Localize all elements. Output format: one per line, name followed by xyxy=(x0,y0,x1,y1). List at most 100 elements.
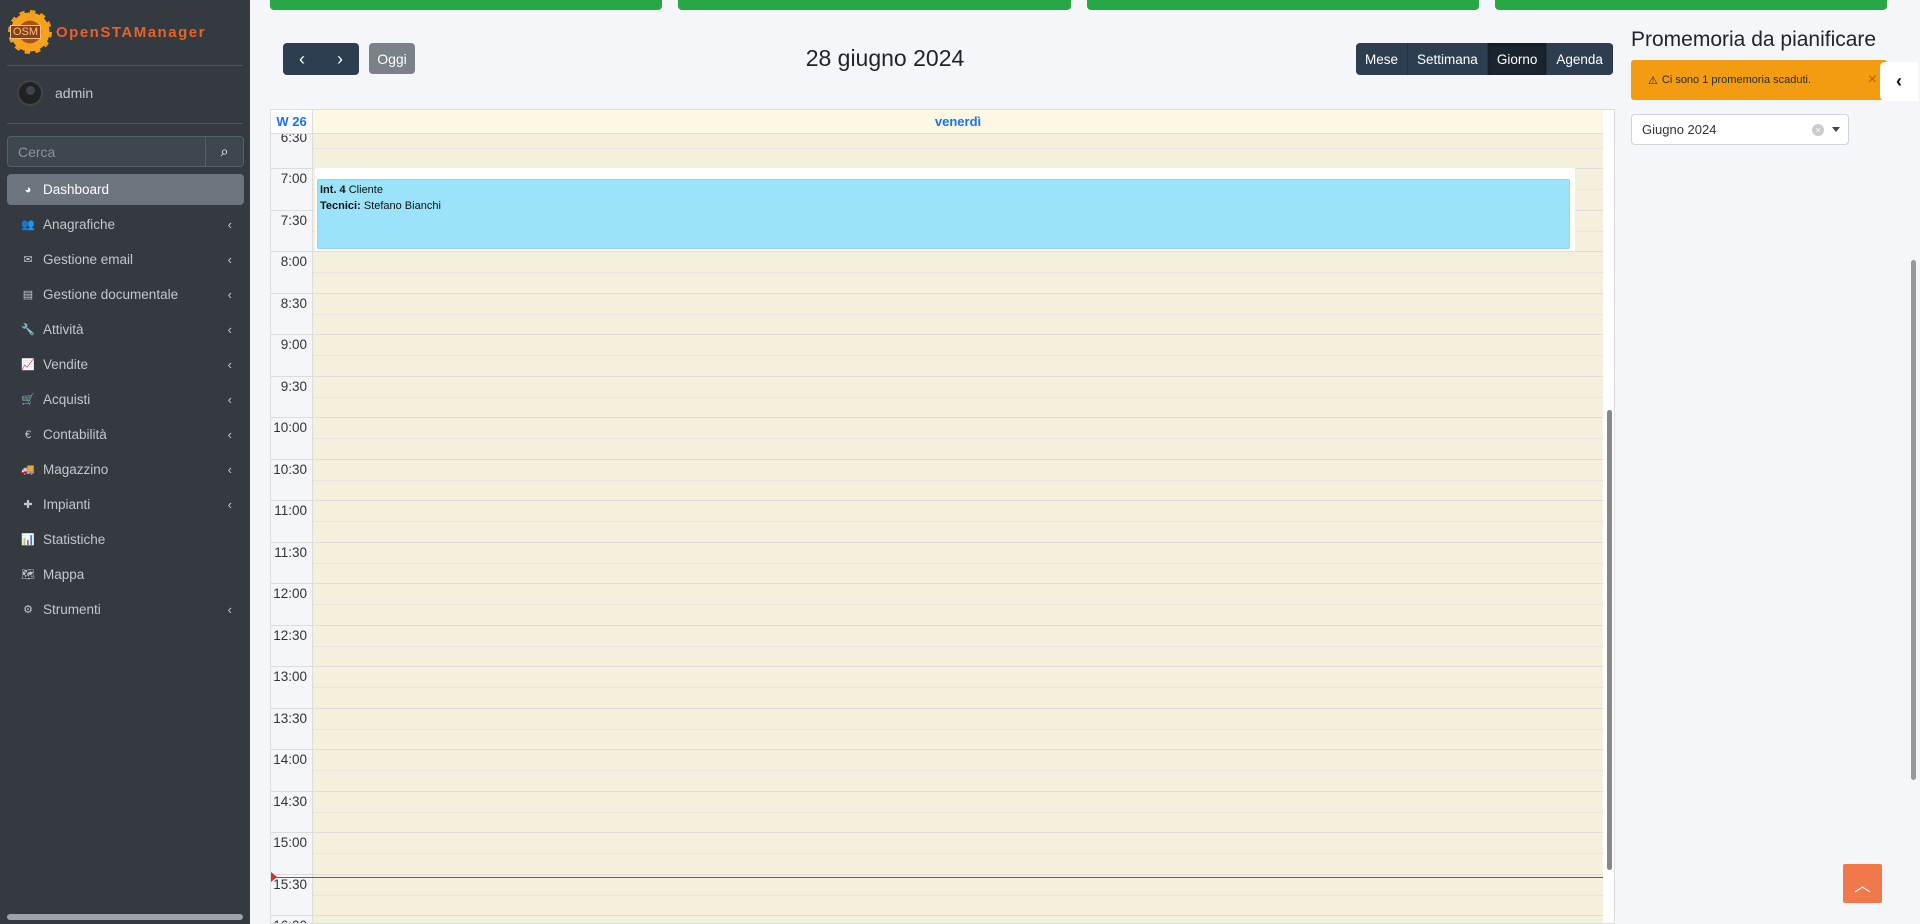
sidebar-item-statistiche[interactable]: 📊 Statistiche xyxy=(7,524,244,555)
month-select[interactable]: Giugno 2024 × xyxy=(1631,114,1849,145)
users-icon: 👥 xyxy=(21,219,35,231)
slot-area[interactable] xyxy=(313,667,1603,709)
time-slot[interactable]: 11:00 xyxy=(271,500,1603,543)
time-slot[interactable]: 8:30 xyxy=(271,292,1603,335)
sidebar-item-acquisti[interactable]: 🛒 Acquisti ‹ xyxy=(7,384,244,415)
slot-area[interactable] xyxy=(313,584,1603,626)
slot-area[interactable] xyxy=(313,501,1603,543)
time-slot[interactable]: 10:00 xyxy=(271,417,1603,460)
slot-area[interactable] xyxy=(313,791,1603,833)
time-slot[interactable]: 9:00 xyxy=(271,334,1603,377)
slot-area[interactable] xyxy=(313,459,1603,501)
slot-area[interactable] xyxy=(313,127,1603,169)
info-box[interactable] xyxy=(270,0,662,10)
puzzle-icon: ✚ xyxy=(23,499,33,511)
user-panel[interactable]: admin xyxy=(17,80,93,106)
time-slot[interactable]: 9:30 xyxy=(271,375,1603,418)
divider xyxy=(7,65,243,66)
time-slot[interactable]: 14:00 xyxy=(271,749,1603,792)
time-slot[interactable]: 15:00 xyxy=(271,832,1603,875)
search-button[interactable]: ⌕ xyxy=(205,137,243,166)
time-slot[interactable]: 15:30 xyxy=(271,873,1603,916)
view-week-button[interactable]: Settimana xyxy=(1408,43,1488,75)
close-icon[interactable]: × xyxy=(1867,71,1877,88)
prev-button[interactable]: ‹ xyxy=(299,48,305,69)
time-slot[interactable]: 14:30 xyxy=(271,790,1603,833)
sidebar-item-attivit-[interactable]: 🔧 Attività ‹ xyxy=(7,314,244,345)
view-day-button[interactable]: Giorno xyxy=(1487,43,1548,75)
sidebar-item-strumenti[interactable]: ⚙ Strumenti ‹ xyxy=(7,594,244,625)
quarter-line xyxy=(313,770,1603,771)
time-slot[interactable]: 11:30 xyxy=(271,541,1603,584)
sidebar-item-label: Contabilità xyxy=(43,427,107,442)
slot-area[interactable] xyxy=(313,874,1603,916)
slot-area[interactable] xyxy=(313,833,1603,875)
sidebar-item-mappa[interactable]: 🗺 Mappa xyxy=(7,559,244,590)
time-slot[interactable]: 13:00 xyxy=(271,666,1603,709)
view-month-button[interactable]: Mese xyxy=(1356,43,1409,75)
day-header[interactable]: venerdì xyxy=(313,110,1603,133)
slot-area[interactable] xyxy=(313,252,1603,294)
scroll-to-top-button[interactable]: ︿ xyxy=(1843,864,1882,903)
alert-text: Ci sono 1 promemoria scaduti. xyxy=(1661,74,1812,86)
time-label: 10:30 xyxy=(271,459,313,501)
sidebar-item-vendite[interactable]: 📈 Vendite ‹ xyxy=(7,349,244,380)
sidebar-search: ⌕ xyxy=(7,136,244,167)
sidebar-item-magazzino[interactable]: 🚚 Magazzino ‹ xyxy=(7,454,244,485)
sidebar-item-label: Vendite xyxy=(43,357,89,372)
next-button[interactable]: › xyxy=(337,48,343,69)
quarter-line xyxy=(313,396,1603,398)
slot-area[interactable] xyxy=(313,293,1603,335)
info-box[interactable] xyxy=(678,0,1071,10)
page-scrollbar[interactable] xyxy=(1911,260,1916,780)
slot-area[interactable] xyxy=(313,418,1603,460)
sidebar-item-impianti[interactable]: ✚ Impianti ‹ xyxy=(7,489,244,520)
time-slot[interactable]: 12:30 xyxy=(271,624,1603,667)
quarter-line xyxy=(313,604,1603,605)
calendar-scrollbar[interactable] xyxy=(1607,410,1612,870)
quarter-line xyxy=(313,272,1603,273)
sidebar-item-dashboard[interactable]: ◕ Dashboard xyxy=(7,174,244,205)
time-label: 15:00 xyxy=(271,833,313,875)
time-slot[interactable]: 16:00 xyxy=(271,915,1603,923)
time-slot[interactable]: 10:30 xyxy=(271,458,1603,501)
calendar-header: W 26 venerdì xyxy=(271,110,1603,134)
calendar-event[interactable]: Int. 4 Cliente Tecnici: Stefano Bianchi xyxy=(317,179,1570,249)
slot-area[interactable] xyxy=(313,335,1603,377)
time-slot[interactable]: 12:00 xyxy=(271,583,1603,626)
panel-toggle-button[interactable]: ‹ xyxy=(1880,62,1918,101)
today-button[interactable]: Oggi xyxy=(369,43,415,74)
sidebar-item-gestione-documentale[interactable]: ▤ Gestione documentale ‹ xyxy=(7,279,244,310)
search-input[interactable] xyxy=(8,137,205,166)
clear-icon[interactable]: × xyxy=(1812,123,1824,136)
chevron-left-icon: ‹ xyxy=(227,357,232,372)
time-slot[interactable]: 6:30 xyxy=(271,126,1603,169)
quarter-line xyxy=(313,687,1603,688)
quarter-line xyxy=(313,894,1603,896)
quarter-line xyxy=(313,355,1603,356)
sidebar-item-anagrafiche[interactable]: 👥 Anagrafiche ‹ xyxy=(7,209,244,240)
week-number[interactable]: W 26 xyxy=(271,110,313,133)
info-box[interactable] xyxy=(1087,0,1479,10)
slot-area[interactable] xyxy=(313,625,1603,667)
warning-icon: ⚠ xyxy=(1648,74,1658,87)
slot-area[interactable] xyxy=(313,708,1603,750)
info-box[interactable] xyxy=(1495,0,1887,10)
time-slot[interactable]: 13:30 xyxy=(271,707,1603,750)
sidebar-item-label: Statistiche xyxy=(43,532,106,547)
sidebar-item-gestione-email[interactable]: ✉ Gestione email ‹ xyxy=(7,244,244,275)
quarter-line xyxy=(313,562,1603,564)
event-techs-label: Tecnici: xyxy=(320,200,361,212)
view-agenda-button[interactable]: Agenda xyxy=(1547,43,1613,75)
time-label: 9:00 xyxy=(271,335,313,377)
slot-area[interactable] xyxy=(313,542,1603,584)
slot-area[interactable] xyxy=(313,376,1603,418)
time-slot[interactable]: 8:00 xyxy=(271,251,1603,294)
sidebar-item-label: Attività xyxy=(43,322,84,337)
slot-area[interactable] xyxy=(313,750,1603,792)
chevron-left-icon: ‹ xyxy=(227,392,232,407)
slot-area[interactable] xyxy=(313,916,1603,923)
sidebar-item-contabilit-[interactable]: € Contabilità ‹ xyxy=(7,419,244,450)
sidebar-scrollbar[interactable] xyxy=(7,914,243,920)
logo[interactable]: OSM OpenSTAManager xyxy=(8,10,206,54)
